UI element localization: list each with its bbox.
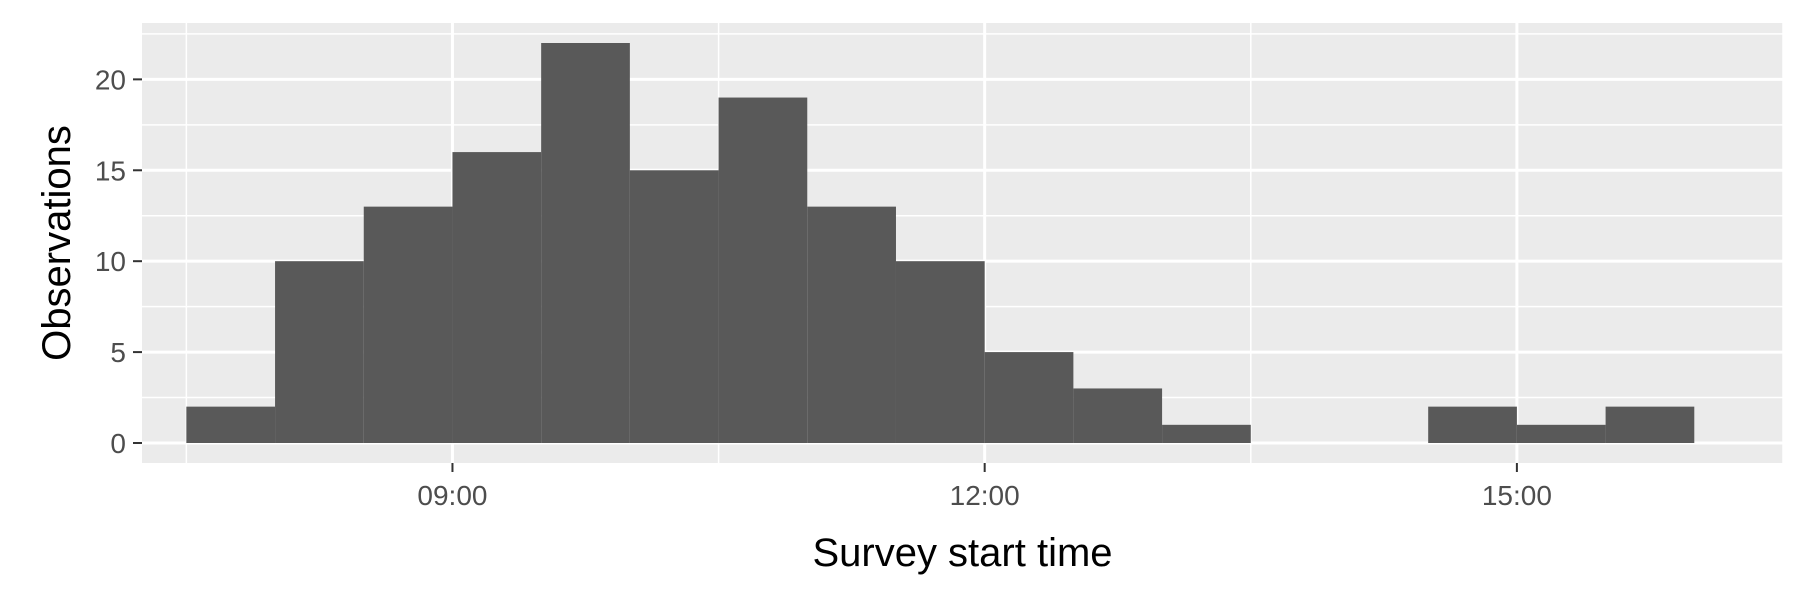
x-tick-label: 15:00	[1482, 480, 1552, 511]
y-tick-label: 20	[95, 64, 126, 95]
histogram-bar	[718, 97, 808, 443]
histogram-bar	[895, 261, 985, 443]
histogram-bar	[452, 152, 542, 443]
bars	[186, 43, 1695, 444]
y-axis-title: Observations	[35, 125, 79, 361]
y-tick-label: 15	[95, 155, 126, 186]
histogram-bar	[807, 206, 896, 443]
histogram-bar	[1605, 406, 1695, 443]
histogram-bar	[186, 406, 276, 443]
histogram-bar	[1162, 424, 1251, 443]
x-tick-label: 09:00	[417, 480, 487, 511]
histogram-bar	[1428, 406, 1517, 443]
y-tick-label: 5	[110, 337, 126, 368]
y-tick-label: 10	[95, 246, 126, 277]
histogram-bar	[984, 352, 1074, 443]
x-tick-label: 12:00	[950, 480, 1020, 511]
histogram-bar	[275, 261, 364, 443]
histogram-bar	[541, 43, 630, 443]
x-axis-title: Survey start time	[812, 531, 1112, 575]
histogram-bar	[1516, 424, 1606, 443]
histogram-bar	[629, 170, 719, 444]
y-axis: 0 5 10 15 20	[95, 64, 142, 459]
x-axis: 09:00 12:00 15:00	[417, 463, 1552, 511]
y-tick-label: 0	[110, 428, 126, 459]
histogram-bar	[1073, 388, 1163, 443]
histogram-bar	[363, 206, 453, 443]
